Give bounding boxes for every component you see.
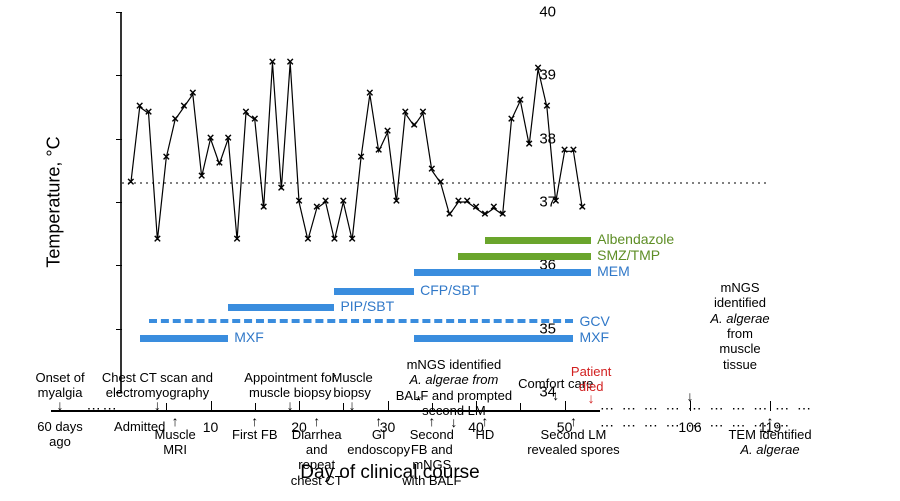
event-60days: 60 daysago bbox=[37, 419, 83, 450]
med-label-PIP/SBT: PIP/SBT bbox=[340, 298, 394, 314]
temp-point: × bbox=[329, 235, 339, 245]
annot-tem: ↑TEM identifiedA. algerae bbox=[728, 419, 811, 457]
temp-point: × bbox=[391, 197, 401, 207]
temp-point: × bbox=[267, 58, 277, 68]
temp-point: × bbox=[418, 108, 428, 118]
temp-point: × bbox=[524, 140, 534, 150]
med-label-Albendazole: Albendazole bbox=[597, 231, 674, 247]
med-label-MXF2: MXF bbox=[579, 329, 609, 345]
temp-point: × bbox=[542, 102, 552, 112]
temp-point: × bbox=[152, 235, 162, 245]
temp-point: × bbox=[223, 134, 233, 144]
med-label-CFP/SBT: CFP/SBT bbox=[420, 282, 479, 298]
temp-point: × bbox=[294, 197, 304, 207]
temp-point: × bbox=[374, 146, 384, 156]
temp-point: × bbox=[436, 178, 446, 188]
med-bar-MEM bbox=[414, 269, 591, 276]
temp-point: × bbox=[445, 210, 455, 220]
temp-point: × bbox=[188, 89, 198, 99]
temp-point: × bbox=[285, 58, 295, 68]
temp-point: × bbox=[506, 115, 516, 125]
med-bar-CFP/SBT bbox=[334, 288, 414, 295]
med-bar-GCV bbox=[149, 319, 574, 323]
med-label-MXF1: MXF bbox=[234, 329, 264, 345]
temp-point: × bbox=[400, 108, 410, 118]
temp-point: × bbox=[206, 134, 216, 144]
temp-point: × bbox=[427, 165, 437, 175]
temp-point: × bbox=[144, 108, 154, 118]
temp-point: × bbox=[568, 146, 578, 156]
temp-point: × bbox=[276, 184, 286, 194]
temp-point: × bbox=[533, 64, 543, 74]
temp-point: × bbox=[498, 210, 508, 220]
med-bar-SMZ/TMP bbox=[458, 253, 591, 260]
temp-point: × bbox=[161, 153, 171, 163]
med-label-SMZ/TMP: SMZ/TMP bbox=[597, 247, 660, 263]
temp-point: × bbox=[179, 102, 189, 112]
event-biopsy: Musclebiopsy↓ bbox=[332, 370, 373, 408]
temp-point: × bbox=[170, 115, 180, 125]
temp-point: × bbox=[126, 178, 136, 188]
xtick-label: 106 bbox=[678, 419, 701, 435]
y-axis-label: Temperature, °C bbox=[44, 136, 65, 267]
x-axis-label: Day of clinical course bbox=[0, 462, 780, 484]
temp-point: × bbox=[250, 115, 260, 125]
event-hd: ↑HD bbox=[476, 419, 495, 442]
plot-area: × × × × × × × × × × × × × × × × × × × × × × × × × × × × × × × × × × × × × × × ×… bbox=[122, 12, 600, 392]
temp-point: × bbox=[383, 127, 393, 137]
event-ctem: Chest CT scan andelectromyography↓ bbox=[102, 370, 213, 408]
temperature-chart: Temperature, °C 34353637383940 ×××××××××… bbox=[60, 12, 600, 392]
event-gi: ↑GIendoscopy bbox=[347, 419, 410, 457]
temp-point: × bbox=[232, 235, 242, 245]
event-onset: Onset ofmyalgia↓ bbox=[35, 370, 84, 408]
temp-point: × bbox=[259, 203, 269, 213]
temp-point: × bbox=[577, 203, 587, 213]
temp-point: × bbox=[356, 153, 366, 163]
temp-point: × bbox=[197, 172, 207, 182]
event-first-fb: ↑First FB bbox=[232, 419, 278, 442]
med-bar-Albendazole bbox=[485, 237, 591, 244]
event-second-lm: ↑Second LMrevealed spores bbox=[527, 419, 620, 457]
timeline-axis: ⋯⋯1020304050⋯ ⋯ ⋯ ⋯ ⋯ ⋯ ⋯ ⋯ ⋯ ⋯ ⋯ ⋯ ⋯ ⋯ … bbox=[0, 410, 900, 500]
med-bar-PIP/SBT bbox=[228, 304, 334, 311]
event-appt: Appointment formuscle biopsy↓ bbox=[244, 370, 336, 408]
event-star: * bbox=[416, 393, 421, 408]
med-bar-MXF2 bbox=[414, 335, 573, 342]
temp-point: × bbox=[347, 235, 357, 245]
med-label-MEM: MEM bbox=[597, 263, 630, 279]
med-bar-MXF1 bbox=[140, 335, 229, 342]
temp-point: × bbox=[303, 235, 313, 245]
xtick-label: 10 bbox=[203, 419, 219, 435]
temp-point: × bbox=[338, 197, 348, 207]
temp-point: × bbox=[214, 159, 224, 169]
temp-point: × bbox=[365, 89, 375, 99]
med-label-GCV: GCV bbox=[579, 313, 609, 329]
temp-point: × bbox=[409, 121, 419, 131]
event-mri: ↑MuscleMRI bbox=[155, 419, 196, 457]
temp-point: × bbox=[551, 197, 561, 207]
annot-mngs-muscle: mNGSidentifiedA. algeraefrommuscletissue bbox=[710, 280, 769, 372]
temp-point: × bbox=[321, 197, 331, 207]
annot-died: Patientdied↓ bbox=[571, 364, 611, 402]
temp-point: × bbox=[515, 96, 525, 106]
